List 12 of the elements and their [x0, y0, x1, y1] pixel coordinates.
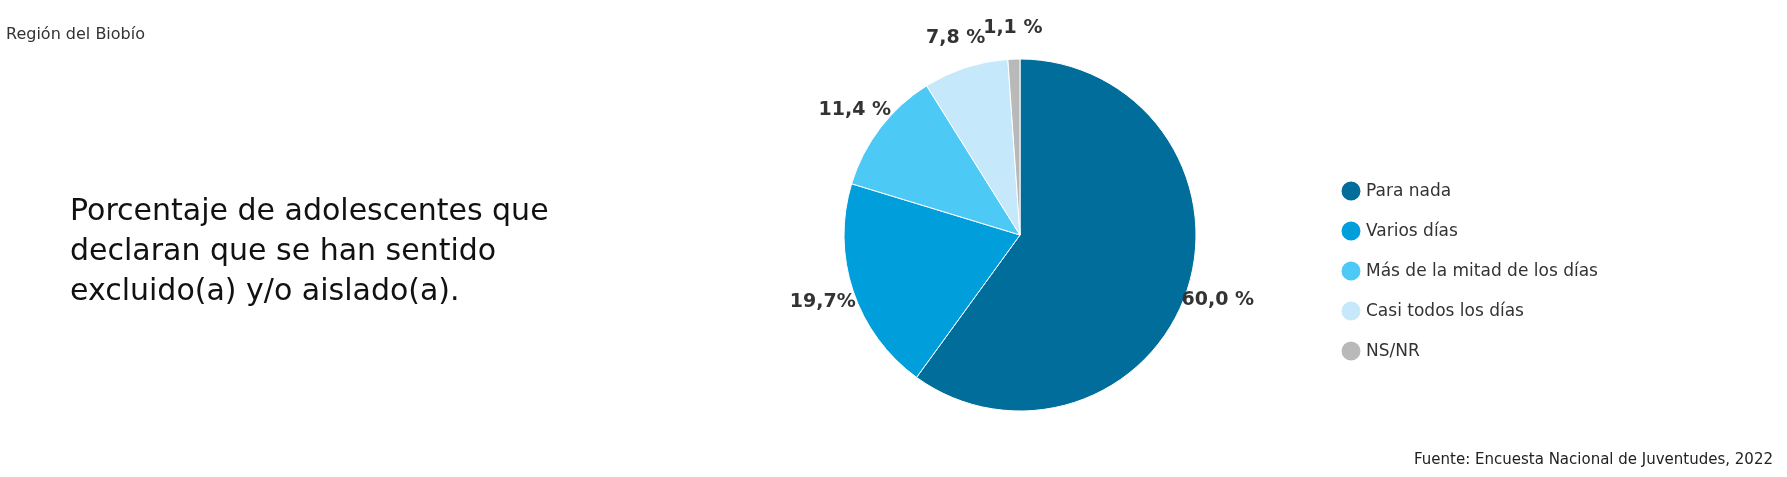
legend-label: Para nada [1366, 180, 1452, 200]
data-label: 7,8 % [926, 25, 986, 48]
legend-label: Casi todos los días [1366, 300, 1525, 320]
data-label: 19,7% [789, 289, 856, 312]
data-label: 11,4 % [818, 96, 892, 119]
source-note: Fuente: Encuesta Nacional de Juventudes, 2022 [1414, 450, 1773, 468]
data-label: 60,0 % [1181, 287, 1255, 310]
legend-label: NS/NR [1366, 340, 1420, 360]
legend-label: Más de la mitad de los días [1366, 260, 1599, 280]
text: Región del Biobío [6, 24, 145, 43]
legend-label: Varios días [1366, 220, 1459, 240]
text: Porcentaje de adolescentes que declaran que se han sentido excluido(a) y/o aislado(a). [70, 191, 550, 309]
